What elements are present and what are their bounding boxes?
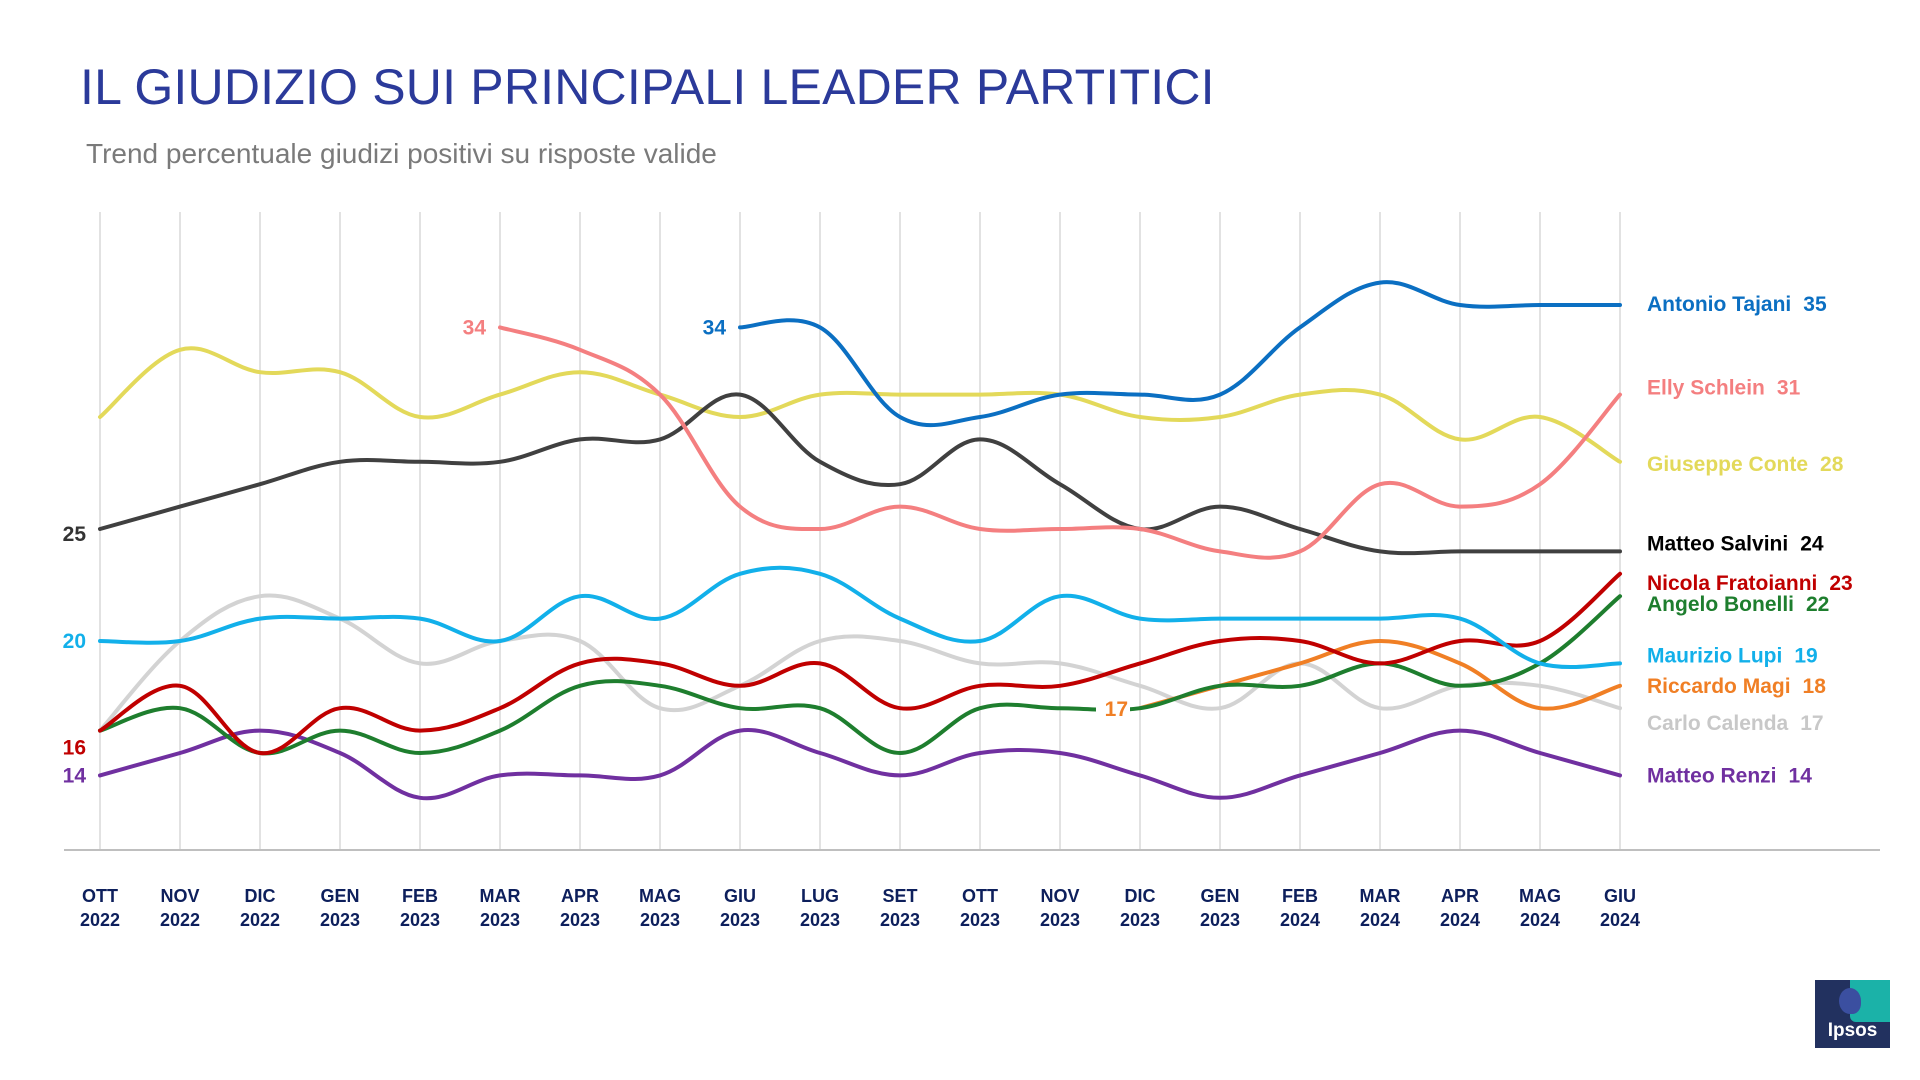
x-axis-ticks: OTT 2022 NOV 2022 DIC 2022 GEN 2023 FEB 2023 MAR 20…	[80, 886, 1640, 930]
x-tick-label: SET 2023	[880, 886, 920, 930]
chart-grid	[99, 212, 1621, 850]
series-end-label: Matteo Salvini 24	[1647, 532, 1824, 555]
x-tick-label: MAG 2023	[639, 886, 681, 930]
series-end-label: Nicola Fratoianni 23	[1647, 572, 1853, 595]
series-end-label: Antonio Tajani 35	[1647, 293, 1827, 316]
series-end-label: Angelo Bonelli 22	[1647, 593, 1829, 616]
series-end-label: Maurizio Lupi 19	[1647, 644, 1818, 667]
series-line	[98, 565, 1622, 669]
x-tick-label: FEB 2024	[1280, 886, 1320, 930]
x-tick-label: NOV 2023	[1040, 886, 1080, 930]
series-start-label: 25	[63, 523, 87, 546]
series-end-label: Elly Schlein 31	[1647, 377, 1801, 400]
series-line	[98, 571, 1622, 756]
x-tick-label: NOV 2022	[160, 886, 200, 930]
x-tick-label: DIC 2022	[240, 886, 280, 930]
series-end-label: Giuseppe Conte 28	[1647, 453, 1844, 476]
x-tick-label: DIC 2023	[1120, 886, 1160, 930]
series-line	[498, 325, 1622, 560]
page-subtitle: Trend percentuale giudizi positivi su ri…	[86, 138, 717, 169]
series-labels: Antonio Tajani 35 Elly Schlein 31 Giuseppe C…	[54, 293, 1853, 789]
x-tick-label: APR 2023	[560, 886, 600, 930]
series-end-label: Riccardo Magi 18	[1647, 675, 1826, 698]
x-tick-label: MAR 2023	[480, 886, 521, 930]
logo-text: Ipsos	[1827, 1020, 1878, 1041]
page-title: IL GIUDIZIO SUI PRINCIPALI LEADER PARTIT…	[80, 59, 1215, 115]
label-background	[54, 762, 88, 789]
logo-head-icon	[1839, 988, 1861, 1014]
label-background	[454, 314, 488, 341]
x-tick-label: MAR 2024	[1360, 886, 1401, 930]
x-tick-label: OTT 2022	[80, 886, 120, 930]
series-start-label: 17	[1105, 698, 1128, 721]
x-tick-label: LUG 2023	[800, 886, 840, 930]
x-tick-label: GEN 2023	[1200, 886, 1240, 930]
x-tick-label: FEB 2023	[400, 886, 440, 930]
x-tick-label: MAG 2024	[1519, 886, 1561, 930]
series-end-label: Carlo Calenda 17	[1647, 712, 1824, 735]
x-tick-label: GEN 2023	[320, 886, 360, 930]
series-line	[98, 593, 1622, 733]
series-line	[738, 280, 1622, 428]
point-label: 16	[63, 737, 86, 760]
label-background	[54, 628, 88, 654]
x-tick-label: OTT 2023	[960, 886, 1000, 930]
series-start-label: 34	[463, 316, 487, 339]
label-background	[694, 314, 728, 341]
series-start-label: 14	[63, 764, 87, 787]
x-tick-label: GIU 2023	[720, 886, 760, 930]
x-tick-label: GIU 2024	[1600, 886, 1640, 930]
series-line	[98, 392, 1622, 556]
series-end-label: Matteo Renzi 14	[1647, 764, 1812, 787]
x-tick-label: APR 2024	[1440, 886, 1480, 930]
label-background	[54, 734, 88, 761]
ipsos-logo: Ipsos	[1815, 980, 1890, 1048]
series-line	[98, 346, 1622, 464]
series-line	[98, 728, 1622, 801]
series-start-label: 20	[63, 630, 86, 653]
series-lines	[98, 280, 1622, 801]
label-background	[1096, 696, 1130, 723]
label-background	[54, 521, 88, 547]
series-start-label: 34	[703, 316, 727, 339]
